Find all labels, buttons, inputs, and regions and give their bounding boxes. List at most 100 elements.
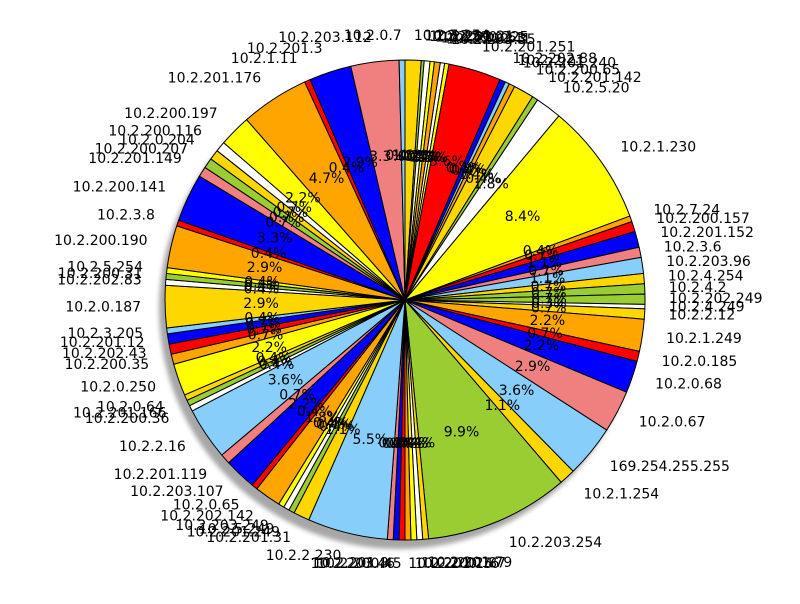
slice-percent-label: 0.7% bbox=[527, 326, 563, 342]
slice-percent-label: 0.4% bbox=[378, 436, 414, 452]
slice-category-label: 10.2.203.249 bbox=[175, 518, 269, 534]
slice-percent-label: 0.4% bbox=[244, 274, 280, 290]
slice-category-label: 10.2.202.83 bbox=[57, 273, 142, 289]
slice-percent-label: 0.4% bbox=[297, 404, 333, 420]
slice-category-label: 10.2.201.31 bbox=[206, 530, 291, 546]
slice-category-label: 10.2.201.142 bbox=[548, 70, 642, 86]
slice-category-label: 10.2.5.20 bbox=[563, 80, 630, 96]
slice-percent-label: 0.7% bbox=[273, 205, 309, 221]
slice-percent-label: 0.4% bbox=[393, 436, 429, 452]
slice-percent-label: 0.7% bbox=[245, 315, 281, 331]
slice-category-label: 10.2.203.107 bbox=[130, 484, 224, 500]
slice-category-label: 10.2.201.119 bbox=[114, 467, 208, 483]
slice-percent-label: 0.7% bbox=[248, 328, 284, 344]
slice-percent-label: 9.9% bbox=[444, 424, 480, 440]
slice-percent-label: 2.2% bbox=[530, 313, 566, 329]
slice-category-label: 10.2.201.15 bbox=[408, 556, 493, 572]
slice-percent-label: 1.1% bbox=[530, 271, 566, 287]
slice-category-label: 10.2.0.68 bbox=[655, 377, 722, 393]
slice-category-label: 10.2.200.76 bbox=[415, 556, 500, 572]
slice-percent-label: 0.4% bbox=[385, 436, 421, 452]
slice-percent-label: 1.1% bbox=[527, 256, 563, 272]
slice-category-label: 10.2.0.187 bbox=[65, 299, 141, 315]
slice-percent-label: 3.3% bbox=[369, 149, 405, 165]
slice-percent-label: 4.7% bbox=[309, 171, 345, 187]
pie-slices bbox=[164, 59, 646, 541]
slice-percent-label: 0.4% bbox=[396, 436, 432, 452]
slice-category-label: 10.2.202.87 bbox=[421, 556, 506, 572]
slice-category-label: 10.2.4.249 bbox=[669, 299, 745, 315]
slice-category-label: 10.2.200.116 bbox=[108, 123, 202, 139]
slice-category-label: 10.2.200.36 bbox=[85, 411, 170, 427]
slice-percent-label: 0.3% bbox=[410, 150, 446, 166]
slice-category-label: 10.2.2.10 bbox=[425, 29, 492, 45]
slice-category-label: 10.2.202.88 bbox=[512, 51, 597, 67]
slice-category-label: 10.2.201.152 bbox=[660, 225, 754, 241]
pie-percent-labels: 1.1%0.2%0.4%0.3%0.4%0.3%0.3%3.6%0.4%0.3%… bbox=[243, 148, 566, 452]
slice-category-label: 10.2.201.3 bbox=[247, 41, 323, 57]
pie-category-labels: 10.2.7.25410.2.2.1010.2.201.2110.2.200.2… bbox=[54, 28, 762, 572]
slice-category-label: 10.2.2.12 bbox=[669, 307, 736, 323]
slice-category-label: 10.2.201.21 bbox=[429, 29, 514, 45]
slice-percent-label: 0.7% bbox=[524, 248, 560, 264]
slice-category-label: 10.2.200.197 bbox=[124, 106, 218, 122]
slice-percent-label: 1.1% bbox=[325, 422, 361, 438]
slice-percent-label: 0.7% bbox=[531, 279, 567, 295]
slice-percent-label: 1.1% bbox=[485, 398, 521, 414]
slice-category-label: 10.2.200.31 bbox=[58, 266, 143, 282]
slice-percent-label: 0.4% bbox=[316, 417, 352, 433]
pie-slice bbox=[404, 115, 631, 301]
slice-category-label: 10.2.2.230 bbox=[266, 548, 342, 564]
slice-percent-label: 2.2% bbox=[285, 191, 321, 207]
slice-percent-label: 0.7% bbox=[531, 300, 567, 316]
slice-category-label: 10.2.5.249 bbox=[199, 521, 275, 537]
slice-category-label: 10.2.200.141 bbox=[73, 179, 167, 195]
slice-percent-label: 0.4% bbox=[244, 278, 280, 294]
slice-category-label: 10.2.201.8 bbox=[313, 556, 389, 572]
slice-category-label: 10.2.0.185 bbox=[662, 354, 738, 370]
slice-percent-label: 0.4% bbox=[523, 243, 559, 259]
slice-percent-label: 0.4% bbox=[313, 415, 349, 431]
slice-category-label: 10.2.203.46 bbox=[311, 556, 396, 572]
slice-category-label: 10.2.200.65 bbox=[536, 63, 621, 79]
slice-category-label: 10.2.1.249 bbox=[666, 331, 742, 347]
slice-percent-label: 0.7% bbox=[246, 322, 282, 338]
slice-percent-label: 2.2% bbox=[251, 340, 287, 356]
slice-category-label: 10.2.203.254 bbox=[509, 535, 603, 551]
slice-category-label: 10.2.1.254 bbox=[584, 487, 660, 503]
slice-percent-label: 0.4% bbox=[389, 436, 425, 452]
slice-category-label: 10.2.1.11 bbox=[231, 51, 298, 67]
slice-category-label: 10.2.201.79 bbox=[428, 555, 513, 571]
slice-percent-label: 2.2% bbox=[524, 338, 560, 354]
slice-category-label: 10.2.2.16 bbox=[119, 439, 186, 455]
slice-percent-label: 0.4% bbox=[400, 436, 436, 452]
slice-percent-label: 0.3% bbox=[404, 149, 440, 165]
slice-percent-label: 0.4% bbox=[407, 149, 443, 165]
slice-category-label: 10.2.1.230 bbox=[621, 140, 697, 156]
slice-percent-label: 0.7% bbox=[266, 215, 302, 231]
slice-category-label: 10.2.200.45 bbox=[317, 556, 402, 572]
slice-percent-label: 0.3% bbox=[412, 150, 448, 166]
slice-percent-label: 0.4% bbox=[259, 357, 295, 373]
slice-category-label: 10.2.203.35 bbox=[451, 32, 536, 48]
slice-category-label: 10.2.3.6 bbox=[664, 240, 722, 256]
slice-percent-label: 0.4% bbox=[244, 311, 280, 327]
slice-category-label: 10.2.200.190 bbox=[54, 233, 148, 249]
slice-category-label: 169.254.255.255 bbox=[610, 459, 730, 475]
slice-category-label: 10.2.200.157 bbox=[656, 211, 750, 227]
slice-percent-label: 8.4% bbox=[505, 209, 541, 225]
slice-category-label: 10.2.0.250 bbox=[80, 380, 156, 396]
slice-percent-label: 1.8% bbox=[305, 410, 341, 426]
slice-percent-label: 3.6% bbox=[268, 372, 304, 388]
slice-category-label: 10.2.202.249 bbox=[669, 291, 763, 307]
slice-percent-label: 0.4% bbox=[244, 281, 280, 297]
slice-percent-label: 0.4% bbox=[329, 160, 365, 176]
slice-percent-label: 0.4% bbox=[257, 354, 293, 370]
slice-percent-label: 1.1% bbox=[392, 148, 428, 164]
slice-category-label: 10.2.200.35 bbox=[65, 357, 150, 373]
slice-percent-label: 0.4% bbox=[385, 148, 421, 164]
slice-category-label: 10.2.202.142 bbox=[160, 508, 254, 524]
slice-percent-label: 0.3% bbox=[531, 296, 567, 312]
slice-category-label: 10.2.201.251 bbox=[482, 40, 576, 56]
